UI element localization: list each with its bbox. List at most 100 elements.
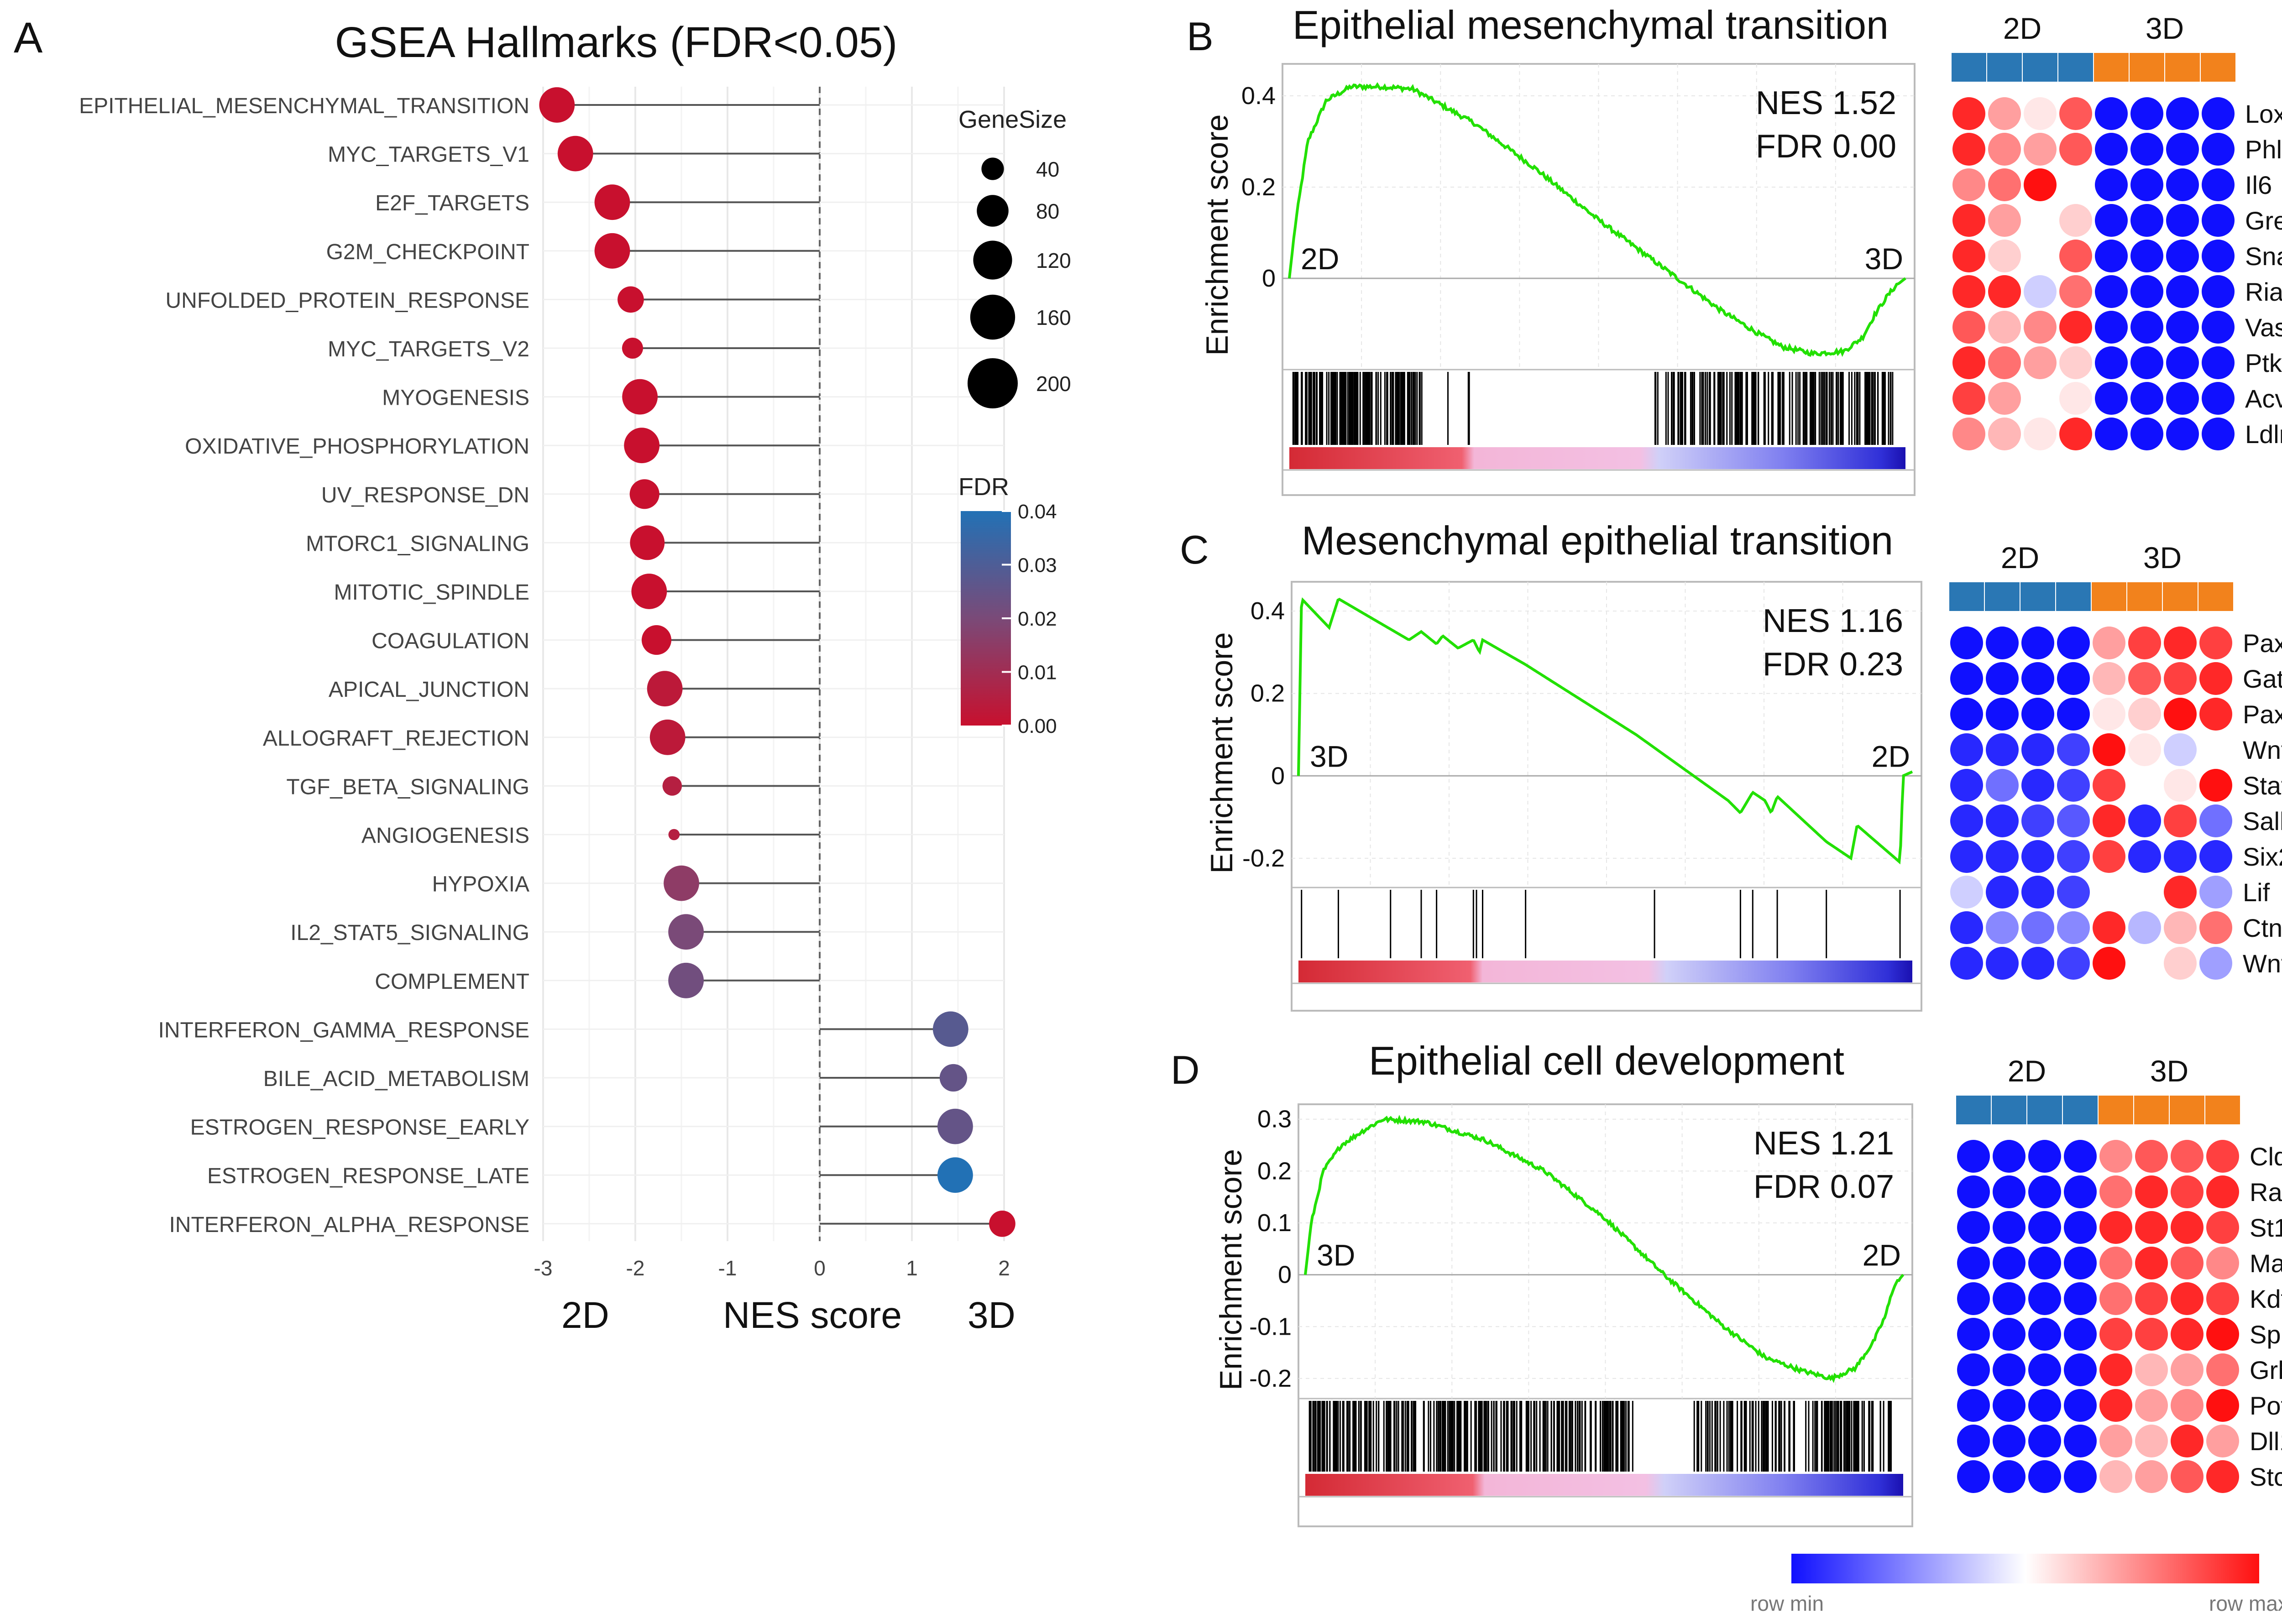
heatmap-cell <box>2166 346 2199 379</box>
heatmap-cell <box>1952 133 1985 166</box>
heatmap-cell <box>1993 1353 2026 1386</box>
heatmap-cell <box>2021 662 2054 695</box>
heatmap-cell <box>2064 1389 2097 1422</box>
heatmap-cell <box>1993 1211 2026 1244</box>
heatmap-cell <box>2057 804 2090 837</box>
gsea-fdr-text: FDR 0.23 <box>1763 646 1903 683</box>
heatmap-cell <box>2135 1282 2168 1315</box>
heatmap-gene-label: Kdf1 <box>2250 1285 2282 1313</box>
heatmap-cell <box>2021 698 2054 731</box>
heatmap-cell <box>2166 204 2199 237</box>
heatmap-cell <box>2093 627 2125 659</box>
heatmap-cell <box>2171 1282 2203 1315</box>
panel-b-title: Epithelial mesenchymal transition <box>1293 2 1889 47</box>
lollipop-dot <box>989 1210 1015 1237</box>
pathway-label: MITOTIC_SPINDLE <box>334 580 529 605</box>
heatmap-group-bar-cell <box>1986 52 2023 83</box>
lollipop-dot <box>937 1157 973 1193</box>
heatmap-cell <box>2024 418 2057 450</box>
heatmap-cell <box>2199 840 2232 873</box>
heatmap-cell <box>2166 418 2199 450</box>
lollipop-dot <box>664 865 699 901</box>
pathway-row: ESTROGEN_RESPONSE_LATE <box>207 1157 1004 1193</box>
pathway-label: COAGULATION <box>372 629 529 653</box>
heatmap-cell <box>2093 804 2125 837</box>
heatmap-cell <box>2099 1389 2132 1422</box>
lollipop-dot <box>631 574 667 609</box>
fdr-tick-label: 0.01 <box>1018 662 1057 684</box>
heatmap-cell <box>2135 1247 2168 1279</box>
heat-legend-min-label: row min <box>1750 1592 1824 1615</box>
heatmap-cell <box>2164 840 2197 873</box>
heatmap-group-bar-cell <box>1951 52 1987 83</box>
heatmap-cell <box>2202 97 2235 130</box>
lollipop-dot <box>668 914 704 950</box>
heatmap-cell <box>2024 311 2057 344</box>
lollipop-dot <box>622 379 658 415</box>
heatmap-cell <box>2059 240 2092 272</box>
heatmap-cell <box>2024 382 2057 415</box>
heatmap-gene-label: Pof1b <box>2250 1391 2282 1420</box>
gsea-nes-text: NES 1.16 <box>1763 603 1903 639</box>
gsea-y-tick-label: 0.2 <box>1257 1157 1292 1185</box>
gsea-right-group-label: 3D <box>1865 242 1903 276</box>
fdr-tick-label: 0.02 <box>1018 608 1057 630</box>
heatmap-cell <box>2199 769 2232 802</box>
x-tick-label: 1 <box>906 1256 918 1280</box>
pathway-label: MYC_TARGETS_V2 <box>328 337 529 361</box>
heatmap-cell <box>1950 911 1983 944</box>
heatmap-cell <box>2199 733 2232 766</box>
heatmap-cell <box>2024 168 2057 201</box>
heatmap-group-label: 2D <box>2008 1054 2046 1088</box>
gsea-y-axis-label: Enrichment score <box>1214 1149 1248 1390</box>
panel-a-label: A <box>14 14 43 62</box>
heatmap-group-bar-cell <box>2055 581 2092 612</box>
heatmap-cell <box>2057 947 2090 980</box>
heatmap-cell <box>2024 204 2057 237</box>
pathway-row: G2M_CHECKPOINT <box>326 233 1004 269</box>
heatmap-cell <box>2093 876 2125 909</box>
heatmap-gene-label: Dll1 <box>2250 1427 2282 1456</box>
heatmap-cell <box>2064 1425 2097 1457</box>
heatmap-cell <box>2059 133 2092 166</box>
genesize-legend-dot <box>977 195 1009 227</box>
heatmap-cell <box>2028 1282 2061 1315</box>
heatmap-cell <box>2024 133 2057 166</box>
heatmap-cell <box>2057 840 2090 873</box>
panel-a-x-ticks: -3 -2 -1 0 1 2 <box>534 1256 1010 1280</box>
heatmap-gene-label: Grhl2 <box>2250 1356 2282 1384</box>
gsea-y-tick-label: 0 <box>1271 762 1285 789</box>
heatmap-cell <box>2206 1211 2239 1244</box>
gsea-y-axis-label: Enrichment score <box>1204 632 1239 873</box>
heatmap-cell <box>2202 311 2235 344</box>
heatmap-cell <box>2206 1460 2239 1493</box>
heatmap-cell <box>1993 1140 2026 1173</box>
heatmap-cell <box>1986 911 2019 944</box>
fdr-tick-label: 0.03 <box>1018 554 1057 577</box>
heatmap-cell <box>2199 947 2232 980</box>
heatmap-cell <box>1986 627 2019 659</box>
heatmap-cell <box>2206 1140 2239 1173</box>
gsea-y-tick-label: -0.2 <box>1249 1365 1292 1392</box>
heatmap-cell <box>2199 876 2232 909</box>
heatmap-cell <box>1986 733 2019 766</box>
pathway-row: MYC_TARGETS_V1 <box>328 136 1004 172</box>
heatmap-cell <box>2135 1425 2168 1457</box>
lollipop-dot <box>668 829 680 841</box>
heatmap-cell <box>1993 1282 2026 1315</box>
heatmap-cell <box>2166 168 2199 201</box>
heatmap-gene-label: Snai1 <box>2245 242 2282 271</box>
panel-a-pathway-rows: EPITHELIAL_MESENCHYMAL_TRANSITION MYC_TAR… <box>79 87 1015 1237</box>
heatmap-cell <box>2024 346 2057 379</box>
heatmap-cell <box>2021 876 2054 909</box>
heatmap-cell <box>2057 698 2090 731</box>
x-tick-label: -2 <box>626 1256 645 1280</box>
heatmap-cell <box>2064 1211 2097 1244</box>
heatmap-cell <box>1957 1318 1990 1351</box>
heatmap-cell <box>2128 662 2161 695</box>
pathway-row: UNFOLDED_PROTEIN_RESPONSE <box>165 286 1004 313</box>
heatmap-gene-label: Wnt4 <box>2243 736 2282 764</box>
pathway-label: INTERFERON_ALPHA_RESPONSE <box>169 1213 529 1237</box>
heatmap-cell <box>2171 1318 2203 1351</box>
